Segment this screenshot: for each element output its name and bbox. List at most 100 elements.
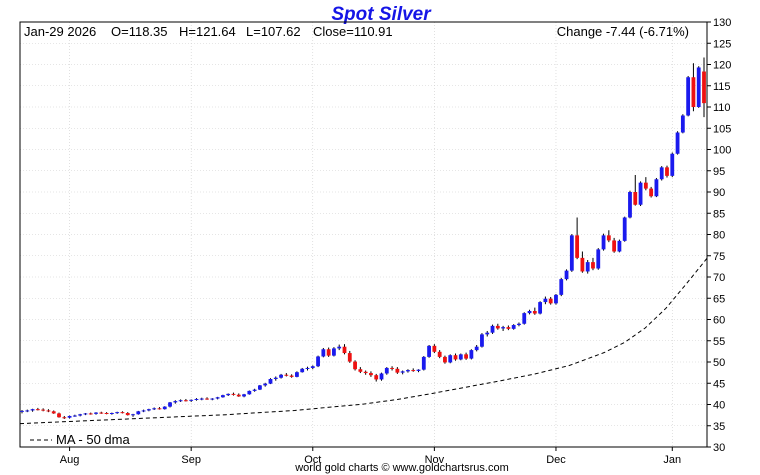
candle bbox=[696, 66, 701, 108]
candle bbox=[379, 372, 384, 381]
candle-body bbox=[702, 71, 706, 104]
candle-body bbox=[99, 412, 104, 414]
readout-high: H=121.64 bbox=[179, 24, 236, 39]
candle-body bbox=[289, 375, 294, 377]
candle-body bbox=[321, 349, 326, 357]
candle-body bbox=[374, 375, 379, 380]
candle-body bbox=[295, 372, 299, 377]
candle-body bbox=[25, 410, 30, 412]
candle-body bbox=[490, 325, 495, 333]
candle bbox=[131, 413, 135, 417]
candle bbox=[189, 399, 194, 402]
readout-open: O=118.35 bbox=[111, 24, 168, 39]
candle bbox=[374, 373, 379, 382]
candle bbox=[453, 353, 458, 361]
candle-body bbox=[654, 179, 659, 197]
candle-body bbox=[638, 182, 643, 205]
candle-body bbox=[178, 400, 183, 402]
candle bbox=[638, 181, 643, 207]
candle bbox=[395, 367, 400, 374]
y-tick-label: 45 bbox=[713, 378, 725, 390]
candle bbox=[680, 114, 685, 134]
candle bbox=[268, 378, 273, 385]
readout-change: Change -7.44 (-6.71%) bbox=[557, 24, 689, 39]
candle-body bbox=[83, 413, 88, 415]
candle-body bbox=[670, 153, 675, 176]
candle bbox=[242, 393, 246, 398]
candle bbox=[517, 322, 521, 327]
candle-body bbox=[342, 346, 347, 354]
candle-body bbox=[332, 348, 336, 356]
candle-body bbox=[400, 371, 405, 373]
candle bbox=[62, 415, 67, 419]
candle bbox=[659, 166, 664, 181]
candle-body bbox=[458, 354, 463, 360]
y-tick-label: 130 bbox=[713, 17, 731, 29]
candle-body bbox=[596, 249, 601, 269]
candle bbox=[358, 367, 363, 374]
candle-body bbox=[649, 188, 654, 197]
candle bbox=[474, 345, 479, 352]
candle-body bbox=[173, 401, 178, 403]
candle bbox=[670, 152, 675, 178]
candle bbox=[316, 355, 320, 368]
candle bbox=[300, 367, 305, 373]
candle-body bbox=[543, 298, 548, 303]
candle-body bbox=[432, 345, 437, 352]
candle bbox=[421, 356, 426, 371]
candle bbox=[152, 407, 157, 411]
candle bbox=[527, 309, 532, 315]
candle-body bbox=[51, 411, 56, 414]
candle bbox=[310, 365, 315, 370]
candle-body bbox=[136, 411, 141, 415]
candle bbox=[522, 312, 527, 325]
candle-body bbox=[564, 270, 569, 280]
candle bbox=[109, 412, 114, 415]
candle-body bbox=[20, 410, 24, 412]
candle-body bbox=[279, 374, 283, 378]
candle-body bbox=[659, 167, 664, 180]
candle-body bbox=[72, 415, 77, 417]
candle-body bbox=[125, 413, 130, 416]
candle-body bbox=[448, 355, 453, 363]
y-tick-label: 50 bbox=[713, 357, 725, 369]
candle-body bbox=[485, 332, 490, 335]
candle bbox=[67, 415, 72, 419]
candle-body bbox=[680, 115, 685, 133]
candle-body bbox=[606, 235, 611, 241]
y-tick-label: 75 bbox=[713, 251, 725, 263]
candle-body bbox=[538, 302, 543, 314]
y-tick-label: 110 bbox=[713, 102, 731, 114]
candle bbox=[591, 257, 595, 271]
candle-body bbox=[30, 409, 35, 411]
candle bbox=[506, 325, 511, 331]
candle bbox=[369, 371, 373, 377]
y-tick-label: 60 bbox=[713, 315, 725, 327]
candle-body bbox=[162, 406, 167, 410]
candle-body bbox=[416, 369, 421, 371]
x-tick-label: Nov bbox=[425, 454, 445, 466]
candle-body bbox=[183, 400, 188, 402]
candle bbox=[279, 373, 283, 379]
candle-body bbox=[326, 349, 331, 356]
candle-body bbox=[131, 414, 135, 416]
candle-body bbox=[686, 77, 691, 116]
candle-body bbox=[94, 412, 98, 414]
candle-body bbox=[363, 371, 368, 374]
candle bbox=[347, 350, 352, 363]
candle bbox=[326, 347, 331, 357]
candle bbox=[215, 396, 220, 400]
candle-body bbox=[427, 345, 431, 357]
candle-body bbox=[35, 409, 40, 411]
candle-body bbox=[633, 192, 638, 205]
candle bbox=[538, 301, 543, 315]
candle bbox=[643, 177, 648, 191]
chart-title: Spot Silver bbox=[331, 4, 432, 25]
candle-body bbox=[506, 327, 511, 329]
candle bbox=[30, 408, 35, 412]
candle-body bbox=[194, 398, 199, 400]
candle-body bbox=[120, 412, 125, 414]
legend: MA - 50 dma bbox=[30, 432, 130, 447]
candle-body bbox=[617, 240, 622, 252]
candle bbox=[220, 394, 225, 398]
